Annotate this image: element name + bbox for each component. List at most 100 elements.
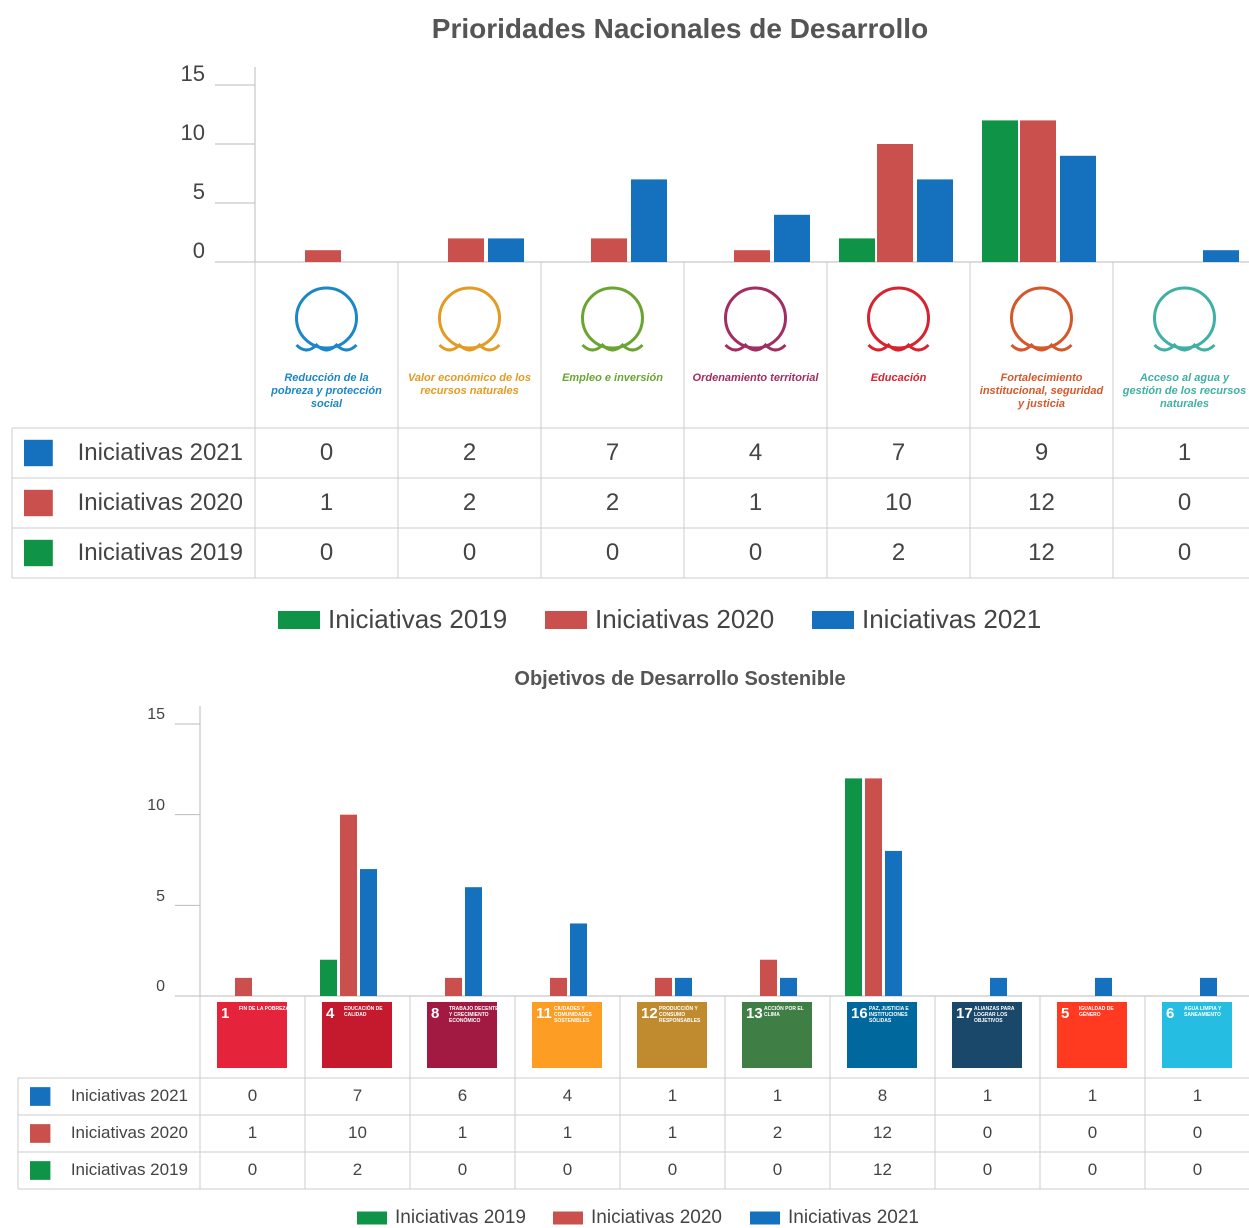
table-value: 2	[772, 1123, 783, 1143]
table-value: 0	[319, 538, 334, 566]
table-swatch	[30, 1124, 51, 1143]
table-value: 2	[891, 538, 906, 566]
sdg-tile: 4 EDUCACIÓN DE CALIDAD	[322, 1002, 392, 1068]
category-icon	[581, 286, 644, 350]
table-value: 1	[247, 1123, 258, 1143]
table-series-name: Iniciativas 2019	[70, 1160, 188, 1180]
y-tick-label: 15	[180, 60, 205, 86]
table-value: 4	[562, 1086, 573, 1106]
goal-number: 1	[221, 1005, 230, 1022]
table-swatch	[24, 539, 53, 567]
table-value: 0	[247, 1160, 258, 1180]
sdg-tile: 13 ACCIÓN POR EL CLIMA	[742, 1002, 812, 1068]
category-icon-base	[438, 342, 501, 352]
sdg-tile: 16 PAZ, JUSTICIA E INSTITUCIONES SÓLIDAS	[847, 1002, 917, 1068]
bar	[885, 850, 902, 996]
category-icon-base	[1153, 342, 1216, 352]
table-value: 0	[1192, 1160, 1203, 1180]
legend-label: Iniciativas 2021	[788, 1206, 919, 1228]
goal-number: 12	[641, 1005, 658, 1022]
table-value: 1	[562, 1123, 573, 1143]
table-series-name: Iniciativas 2020	[77, 488, 243, 516]
goal-number: 6	[1166, 1005, 1175, 1022]
bar	[1203, 250, 1239, 262]
y-tick-label: 0	[192, 237, 205, 263]
table-value: 12	[873, 1160, 892, 1180]
table-value: 0	[319, 438, 334, 466]
table-series-name: Iniciativas 2021	[77, 438, 243, 466]
y-tick-label: 5	[156, 887, 165, 905]
table-value: 2	[352, 1160, 363, 1180]
bar	[448, 238, 484, 262]
legend-label: Iniciativas 2020	[595, 604, 775, 635]
bar	[982, 120, 1018, 263]
bar	[760, 959, 777, 996]
goal-name: ALIANZAS PARA LOGRAR LOS OBJETIVOS	[974, 1006, 1015, 1024]
goal-name: TRABAJO DECENTE Y CRECIMIENTO ECONÓMICO	[449, 1006, 497, 1024]
legend-label: Iniciativas 2020	[591, 1206, 722, 1228]
table-value: 0	[748, 538, 763, 566]
category-icon-base	[724, 342, 787, 352]
legend-label: Iniciativas 2021	[862, 604, 1042, 635]
table-value: 4	[748, 438, 763, 466]
bar	[675, 977, 692, 996]
table-value: 1	[667, 1123, 678, 1143]
table-value: 1	[1192, 1086, 1203, 1106]
table-value: 0	[667, 1160, 678, 1180]
sdg-tile: 11 CIUDADES Y COMUNIDADES SOSTENIBLES	[532, 1002, 602, 1068]
table-value: 12	[873, 1123, 892, 1143]
table-value: 8	[877, 1086, 888, 1106]
bar	[877, 144, 913, 262]
goal-name: AGUA LIMPIA Y SANEAMIENTO	[1184, 1006, 1222, 1018]
category-icon-base	[867, 342, 930, 352]
bar	[631, 179, 667, 262]
bar	[774, 214, 810, 262]
bar	[780, 977, 797, 996]
goal-number: 16	[851, 1005, 868, 1022]
category-label: Acceso al agua y gestión de los recursos…	[1122, 372, 1247, 410]
table-value: 9	[1034, 438, 1049, 466]
legend-label: Iniciativas 2019	[328, 604, 508, 635]
goal-name: PRODUCCIÓN Y CONSUMO RESPONSABLES	[659, 1006, 701, 1024]
category-label: Valor económico de los recursos naturale…	[407, 372, 532, 397]
bar	[1200, 977, 1217, 996]
sdg-tile: 12 PRODUCCIÓN Y CONSUMO RESPONSABLES	[637, 1002, 707, 1068]
bar	[360, 869, 377, 996]
bar	[305, 250, 341, 262]
goal-name: CIUDADES Y COMUNIDADES SOSTENIBLES	[554, 1006, 592, 1024]
category-icon-base	[295, 342, 358, 352]
goal-name: EDUCACIÓN DE CALIDAD	[344, 1006, 383, 1018]
table-value: 1	[457, 1123, 468, 1143]
table-value: 0	[462, 538, 477, 566]
table-value: 2	[462, 488, 477, 516]
bar	[845, 778, 862, 996]
table-value: 0	[457, 1160, 468, 1180]
chart-title: Objetivos de Desarrollo Sostenible	[514, 668, 846, 690]
table-value: 1	[772, 1086, 783, 1106]
bar	[990, 977, 1007, 996]
goal-number: 13	[746, 1005, 763, 1022]
table-swatch	[24, 439, 53, 467]
category-icon-base	[1010, 342, 1073, 352]
table-value: 0	[1087, 1123, 1098, 1143]
category-label: Fortalecimiento institucional, seguridad…	[979, 372, 1104, 410]
y-tick-label: 10	[180, 119, 205, 145]
category-icon-base	[581, 342, 644, 352]
table-series-name: Iniciativas 2020	[70, 1123, 188, 1143]
legend-swatch	[553, 1211, 583, 1225]
table-value: 1	[1177, 438, 1192, 466]
goal-name: IGUALDAD DE GÉNERO	[1079, 1006, 1114, 1018]
table-value: 0	[605, 538, 620, 566]
goal-name: ACCIÓN POR EL CLIMA	[764, 1006, 804, 1018]
table-series-name: Iniciativas 2021	[70, 1086, 188, 1106]
legend-label: Iniciativas 2019	[395, 1206, 526, 1228]
bar	[235, 977, 252, 996]
sdg-tile: 17 ALIANZAS PARA LOGRAR LOS OBJETIVOS	[952, 1002, 1022, 1068]
table-swatch	[24, 489, 53, 517]
legend-swatch	[278, 611, 320, 629]
category-icon	[1010, 286, 1073, 350]
bar	[591, 238, 627, 262]
sdg-tile: 8 TRABAJO DECENTE Y CRECIMIENTO ECONÓMICO	[427, 1002, 497, 1068]
category-icon	[1153, 286, 1216, 350]
